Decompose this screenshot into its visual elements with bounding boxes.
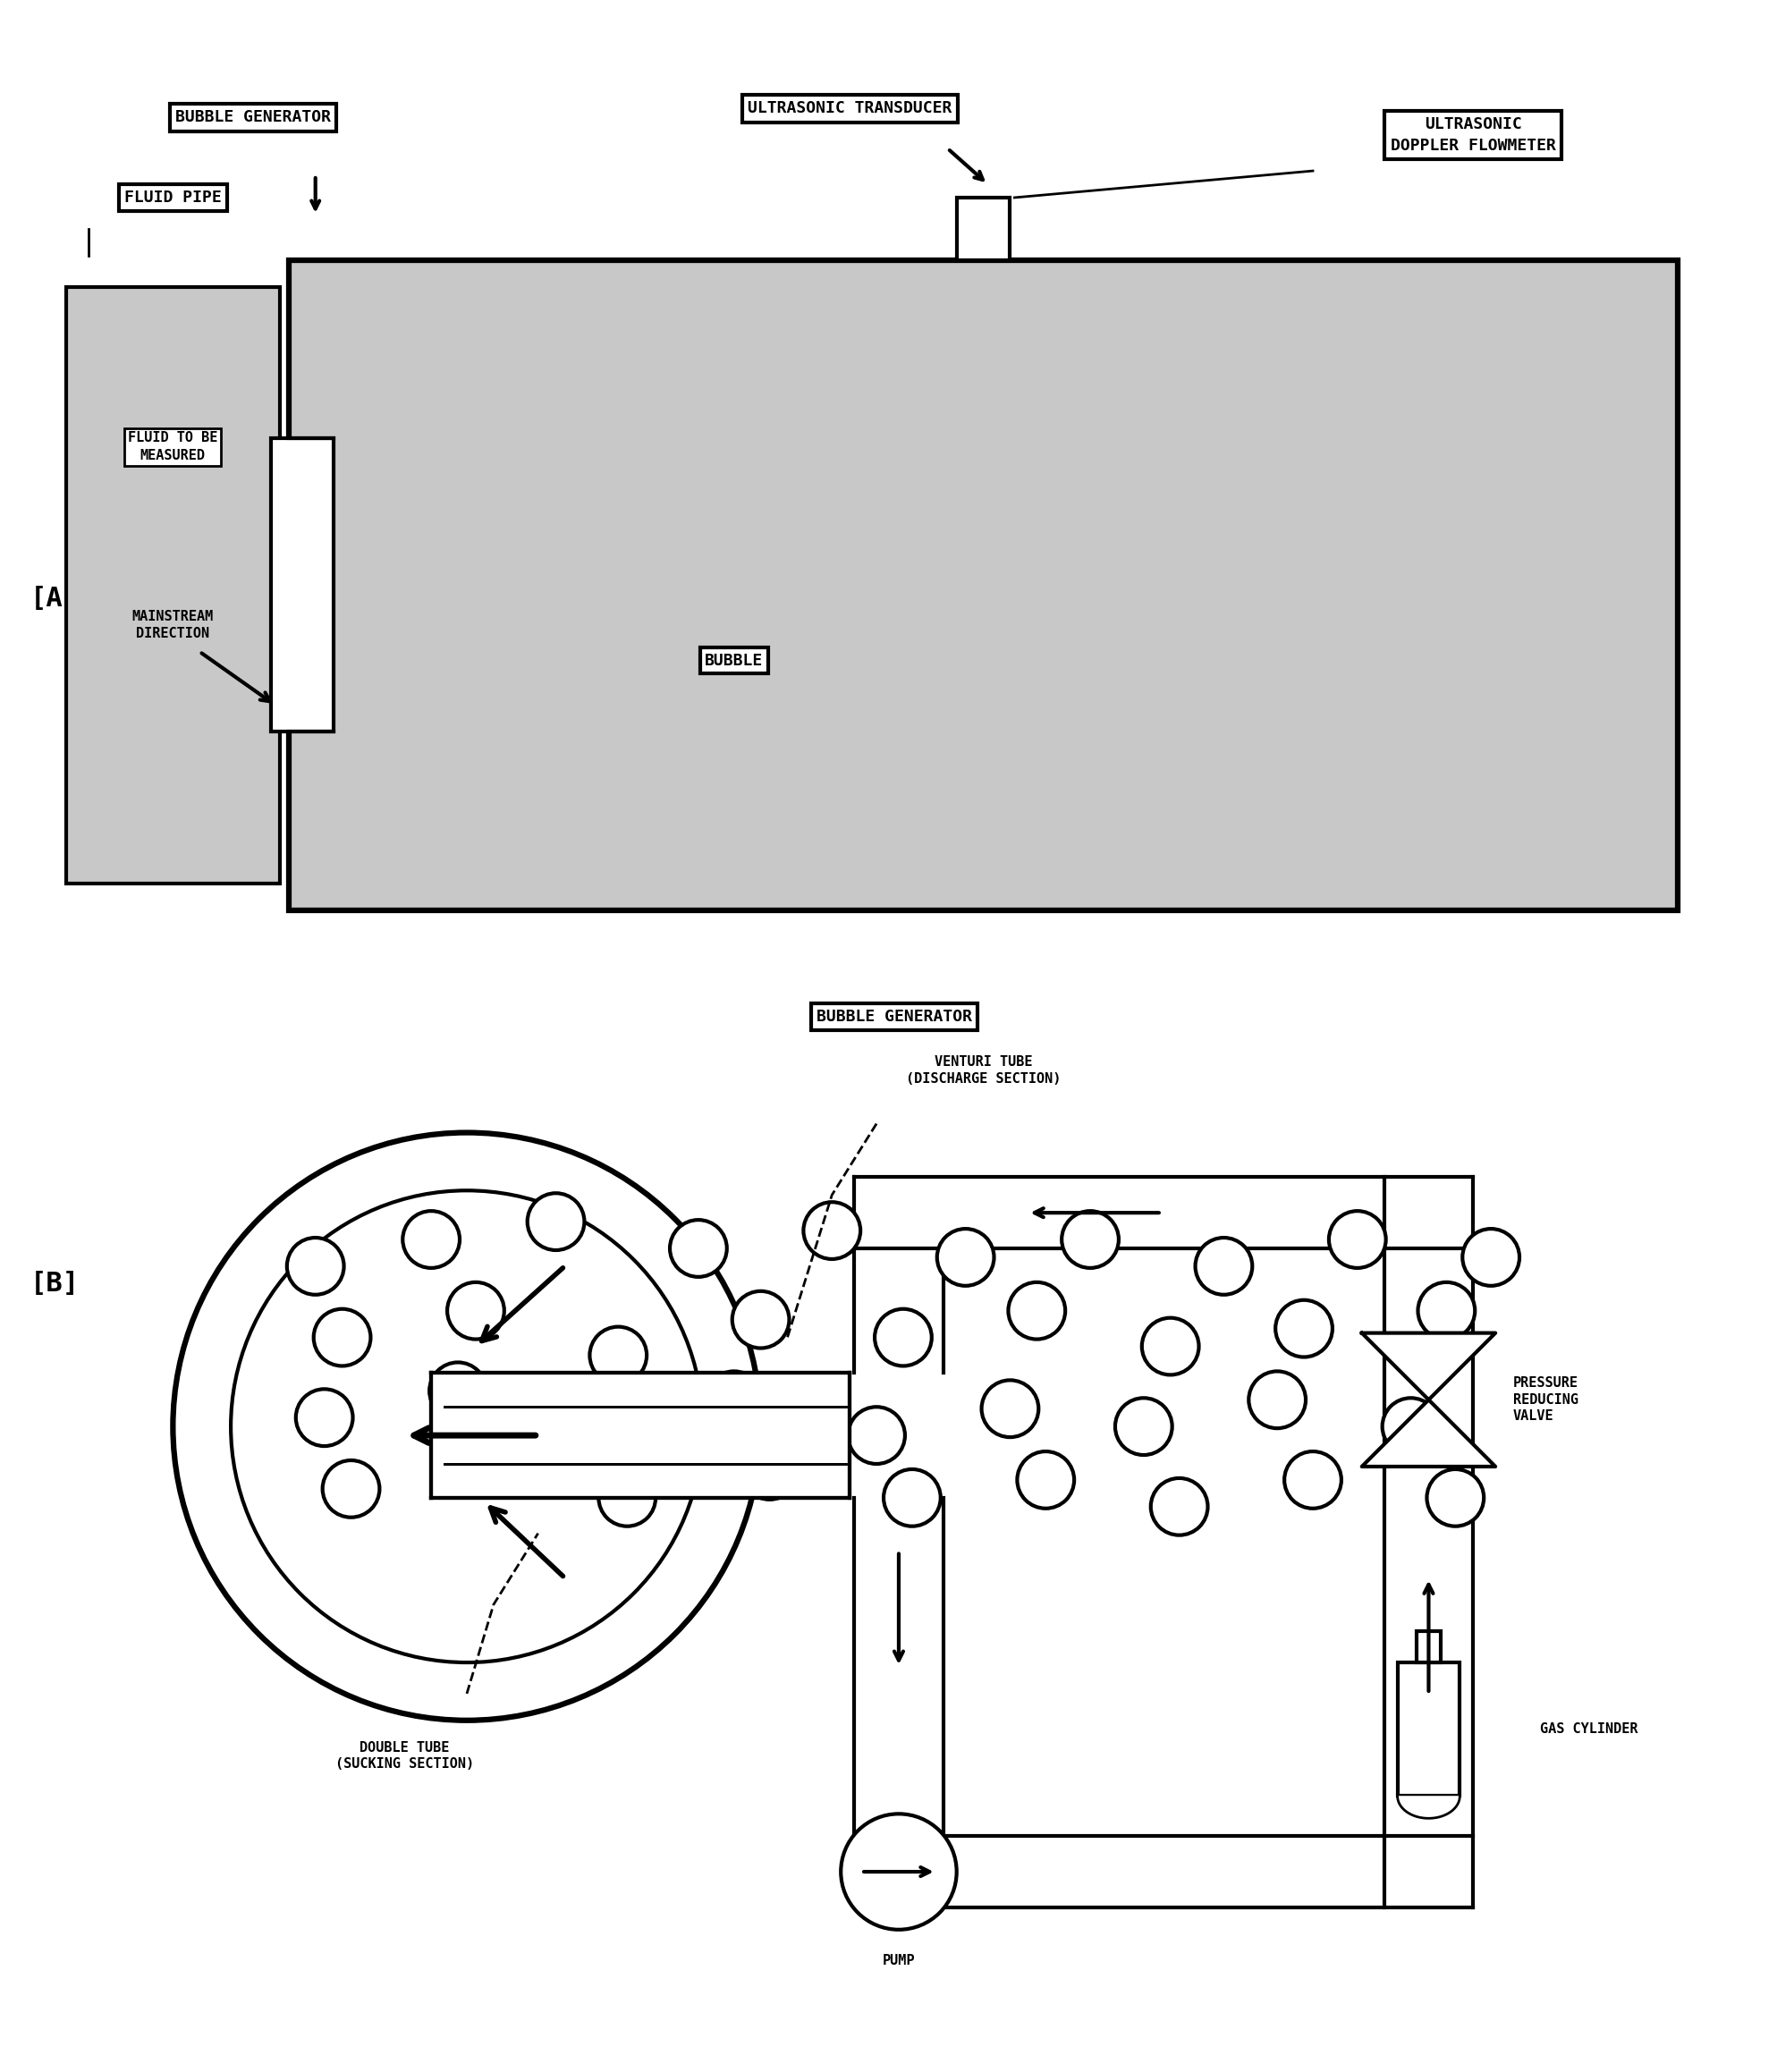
Circle shape (841, 1813, 956, 1929)
Text: ULTRASONIC
DOPPLER FLOWMETER: ULTRASONIC DOPPLER FLOWMETER (1390, 116, 1557, 153)
Circle shape (1427, 1469, 1484, 1527)
Text: MAINSTREAM
DIRECTION: MAINSTREAM DIRECTION (131, 609, 213, 640)
Circle shape (403, 1210, 460, 1268)
Bar (432, 1374, 849, 1498)
Circle shape (803, 1202, 860, 1260)
Circle shape (848, 1407, 904, 1465)
Circle shape (741, 1442, 798, 1500)
Circle shape (1143, 1318, 1199, 1376)
Text: [B]: [B] (30, 1270, 80, 1297)
Circle shape (286, 1237, 345, 1295)
Circle shape (705, 1372, 762, 1428)
Bar (288, 259, 1677, 910)
Polygon shape (1361, 1332, 1496, 1467)
Circle shape (670, 1220, 727, 1276)
Text: VENTURI TUBE
(DISCHARGE SECTION): VENTURI TUBE (DISCHARGE SECTION) (906, 1055, 1061, 1086)
Circle shape (1061, 1210, 1120, 1268)
Circle shape (295, 1388, 354, 1446)
Circle shape (231, 1191, 704, 1662)
Bar (1397, 1662, 1459, 1796)
Circle shape (732, 1291, 789, 1349)
Circle shape (981, 1380, 1038, 1438)
Circle shape (1116, 1399, 1173, 1455)
Circle shape (874, 1310, 931, 1365)
Text: PRESSURE
REDUCING
VALVE: PRESSURE REDUCING VALVE (1514, 1376, 1578, 1423)
Circle shape (1418, 1283, 1475, 1339)
Circle shape (936, 1229, 993, 1287)
Circle shape (172, 1133, 761, 1720)
Text: BUBBLE: BUBBLE (705, 653, 762, 669)
Text: GAS CYLINDER: GAS CYLINDER (1541, 1722, 1638, 1736)
Circle shape (448, 1283, 505, 1339)
Circle shape (323, 1461, 380, 1517)
Text: FLUID TO BE
MEASURED: FLUID TO BE MEASURED (128, 431, 219, 462)
Circle shape (1276, 1299, 1333, 1357)
Circle shape (590, 1326, 647, 1384)
Circle shape (430, 1363, 487, 1419)
Circle shape (1383, 1399, 1439, 1455)
Circle shape (528, 1193, 585, 1249)
Text: FLUID PIPE: FLUID PIPE (124, 189, 222, 205)
Bar (956, 197, 1009, 259)
Circle shape (457, 1434, 514, 1490)
Bar (66, 286, 279, 883)
Text: PUMP: PUMP (883, 1954, 915, 1968)
Bar (270, 437, 334, 731)
Circle shape (1249, 1372, 1306, 1428)
Circle shape (1196, 1237, 1253, 1295)
Text: DOUBLE TUBE
(SUCKING SECTION): DOUBLE TUBE (SUCKING SECTION) (336, 1740, 474, 1772)
Circle shape (883, 1469, 940, 1527)
Circle shape (1016, 1450, 1073, 1508)
Text: BUBBLE GENERATOR: BUBBLE GENERATOR (176, 110, 331, 126)
Circle shape (1329, 1210, 1386, 1268)
Circle shape (1008, 1283, 1064, 1339)
Circle shape (1462, 1229, 1519, 1287)
Circle shape (315, 1310, 371, 1365)
Bar (1416, 1631, 1441, 1662)
Circle shape (1285, 1450, 1342, 1508)
Circle shape (1151, 1477, 1208, 1535)
Text: [A]: [A] (30, 586, 80, 611)
Text: ULTRASONIC TRANSDUCER: ULTRASONIC TRANSDUCER (748, 99, 952, 116)
Text: BUBBLE GENERATOR: BUBBLE GENERATOR (816, 1009, 972, 1026)
Circle shape (599, 1469, 656, 1527)
Circle shape (572, 1399, 629, 1455)
